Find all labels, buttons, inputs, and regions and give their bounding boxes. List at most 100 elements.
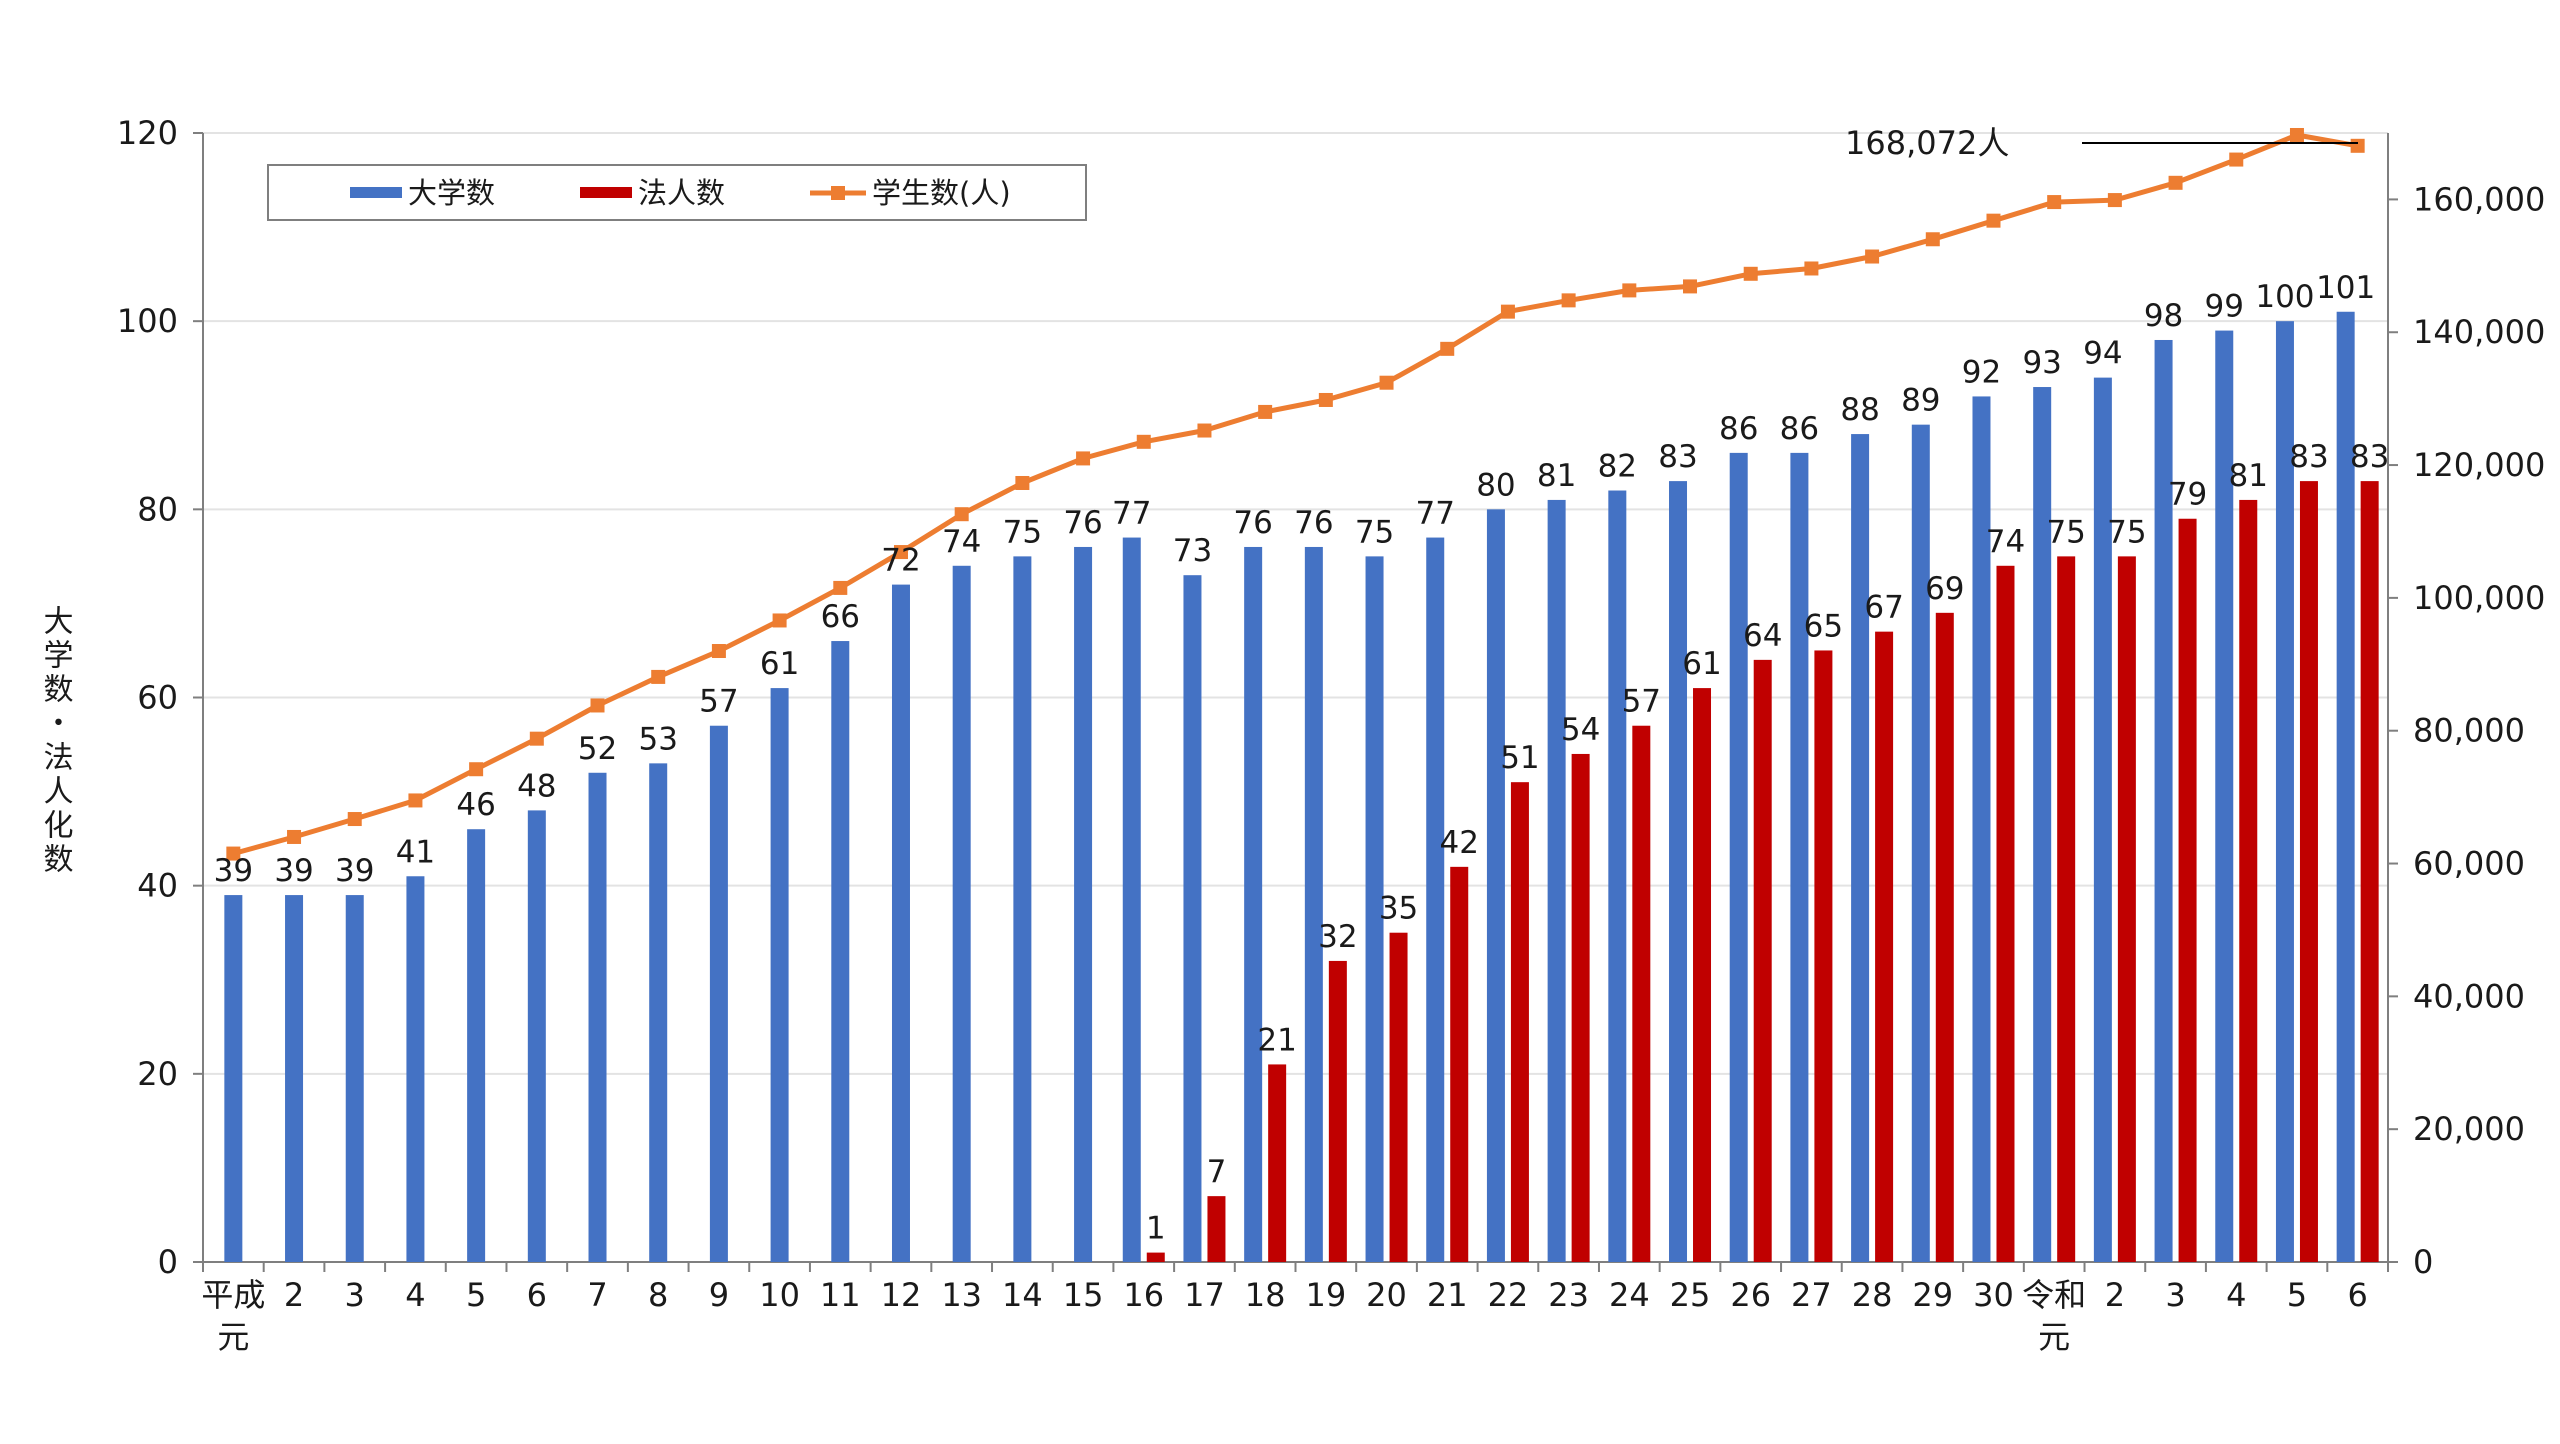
data-label-corporations: 75	[2107, 514, 2146, 550]
category-label: 16	[1123, 1276, 1164, 1314]
data-label-universities: 72	[881, 543, 920, 579]
students-marker	[469, 762, 484, 777]
data-label-universities: 94	[2083, 336, 2122, 372]
data-label-universities: 82	[1598, 449, 1637, 485]
category-label: 20	[1366, 1276, 1407, 1314]
data-label-universities: 98	[2144, 298, 2183, 334]
students-marker	[954, 507, 969, 522]
data-label-universities: 81	[1537, 458, 1576, 494]
bar-corporations	[1450, 866, 1469, 1262]
bar-universities	[709, 725, 728, 1262]
category-label: 3	[345, 1276, 365, 1314]
category-label: 10	[759, 1276, 800, 1314]
bar-corporations	[2178, 518, 2197, 1262]
data-label-corporations: 54	[1561, 712, 1600, 748]
students-marker	[1136, 434, 1151, 449]
gridlines	[203, 132, 2388, 1075]
category-label: 5	[466, 1276, 486, 1314]
students-marker	[1622, 283, 1637, 298]
category-label: 27	[1791, 1276, 1832, 1314]
data-label-universities: 66	[821, 599, 860, 635]
category-label: 21	[1427, 1276, 1468, 1314]
left-axis-tick-label: 120	[117, 114, 178, 152]
right-axis-tick-label: 40,000	[2413, 977, 2525, 1015]
data-label-universities: 76	[1233, 505, 1272, 541]
category-label: 平成	[201, 1276, 265, 1314]
students-marker	[347, 812, 362, 827]
data-label-universities: 80	[1476, 467, 1515, 503]
bar-series	[224, 311, 2379, 1263]
bar-universities	[1608, 490, 1627, 1262]
bar-corporations	[1875, 631, 1894, 1262]
category-label: 22	[1488, 1276, 1529, 1314]
bar-universities	[1790, 452, 1809, 1263]
data-label-universities: 101	[2316, 270, 2375, 306]
data-label-corporations: 83	[2350, 439, 2389, 475]
data-label-universities: 92	[1962, 354, 2001, 390]
bar-universities	[1122, 537, 1141, 1262]
data-label-universities: 41	[396, 834, 435, 870]
bar-universities	[2093, 377, 2112, 1262]
legend-label-corporations: 法人数	[638, 176, 725, 210]
category-label: 17	[1184, 1276, 1225, 1314]
category-label: 令和	[2022, 1276, 2086, 1314]
category-label: 2	[2105, 1276, 2125, 1314]
bar-universities	[2275, 321, 2294, 1263]
data-label-corporations: 64	[1743, 618, 1782, 654]
category-label: 9	[709, 1276, 729, 1314]
students-marker	[1197, 423, 1212, 438]
left-axis-tick-label: 20	[137, 1055, 178, 1093]
legend-box	[267, 164, 1087, 221]
bar-corporations	[1935, 612, 1954, 1262]
students-marker	[1561, 293, 1576, 308]
data-label-universities: 86	[1780, 411, 1819, 447]
data-label-universities: 46	[456, 787, 495, 823]
data-label-universities: 57	[699, 684, 738, 720]
bar-universities	[1972, 396, 1991, 1262]
category-label: 23	[1548, 1276, 1589, 1314]
students-marker	[833, 580, 848, 595]
category-label: 28	[1852, 1276, 1893, 1314]
bar-universities	[345, 895, 364, 1262]
bar-universities	[2033, 387, 2052, 1262]
data-label-corporations: 69	[1925, 571, 1964, 607]
data-label-corporations: 74	[1986, 524, 2025, 560]
students-marker	[2229, 152, 2244, 167]
bar-corporations	[1328, 960, 1347, 1262]
bar-universities	[1486, 509, 1505, 1262]
category-label: 30	[1973, 1276, 2014, 1314]
bar-universities	[1074, 546, 1093, 1262]
data-label-universities: 53	[638, 721, 677, 757]
students-marker	[226, 846, 241, 861]
data-label-universities: 83	[1658, 439, 1697, 475]
data-label-corporations: 57	[1622, 684, 1661, 720]
axes: 0 20 40 60 80 100 120 0 20,000 40,000 60,000 80,000…	[117, 114, 2545, 1281]
data-label-corporations: 42	[1440, 825, 1479, 861]
students-marker	[711, 644, 726, 659]
left-axis-tick-label: 40	[137, 867, 178, 905]
legend-swatch-corporations	[580, 187, 632, 198]
category-label: 18	[1245, 1276, 1286, 1314]
data-label-universities: 76	[1294, 505, 1333, 541]
data-label-universities: 52	[578, 731, 617, 767]
data-label-corporations: 81	[2229, 458, 2268, 494]
left-axis-tick-label: 0	[158, 1243, 178, 1281]
students-marker	[1440, 341, 1455, 356]
bar-corporations	[1146, 1252, 1165, 1262]
students-marker	[1076, 451, 1091, 466]
students-marker	[893, 545, 908, 560]
right-axis-tick-label: 120,000	[2413, 446, 2545, 484]
data-label-universities: 73	[1173, 533, 1212, 569]
bar-universities	[649, 763, 668, 1262]
data-label-corporations: 61	[1682, 646, 1721, 682]
students-marker	[2047, 195, 2062, 210]
category-label: 3	[2165, 1276, 2185, 1314]
left-axis-tick-label: 80	[137, 490, 178, 528]
data-label-universities: 75	[1355, 514, 1394, 550]
bar-universities	[1183, 575, 1202, 1262]
data-label-universities: 39	[274, 853, 313, 889]
bar-universities	[224, 895, 243, 1262]
data-label-universities: 48	[517, 768, 556, 804]
students-marker	[529, 731, 544, 746]
bar-corporations	[1571, 753, 1590, 1262]
